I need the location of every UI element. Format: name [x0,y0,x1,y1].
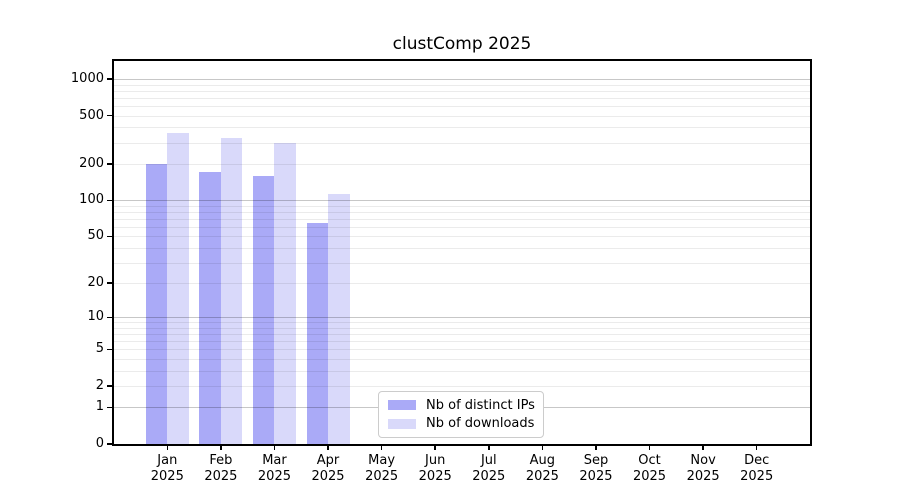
x-tick-label: Nov 2025 [686,453,720,484]
minor-gridline [114,97,810,99]
y-tick-mark [107,282,112,284]
y-tick-label: 50 [87,228,104,244]
minor-gridline [114,283,810,285]
minor-gridline [114,142,810,144]
y-tick-label: 1 [95,399,104,415]
y-tick-label: 200 [79,155,104,171]
x-tick-mark [434,446,436,450]
bar-distinct-ips [252,176,275,444]
x-tick-mark [702,446,704,450]
bars-layer [114,61,810,444]
bar-distinct-ips [306,222,329,444]
x-tick-label: Apr 2025 [311,453,345,484]
legend-label-distinct-ips: Nb of distinct IPs [426,397,535,413]
x-tick-mark [380,446,383,450]
x-tick-label: Mar 2025 [257,453,291,484]
x-tick-label: Oct 2025 [632,453,667,484]
minor-gridline [114,334,810,336]
major-gridline [114,200,810,202]
minor-gridline [114,106,810,108]
y-tick-label: 20 [87,275,104,291]
x-tick-mark [755,446,758,450]
y-tick-mark [107,163,112,165]
minor-gridline [114,341,810,343]
bar-downloads [274,142,296,444]
x-tick-mark [488,446,490,450]
minor-gridline [114,327,810,329]
x-tick-mark [648,446,651,450]
chart-title: clustComp 2025 [392,34,532,54]
x-tick-label: Jun 2025 [418,453,452,484]
y-tick-mark [107,443,112,445]
y-tick-mark [107,235,112,238]
grid-layer [114,61,810,444]
major-gridline [114,317,810,319]
x-tick-label: Feb 2025 [204,453,238,484]
x-tick-label: May 2025 [365,453,399,484]
x-tick-mark [220,446,222,450]
minor-gridline [114,359,810,360]
bar-downloads [328,193,350,444]
minor-gridline [114,322,810,324]
minor-gridline [114,84,810,86]
legend-swatch-distinct-ips-icon [388,400,416,411]
minor-gridline [114,370,810,372]
plot-area: Nb of distinct IPs Nb of downloads [112,59,812,446]
x-tick-mark [273,446,276,450]
minor-gridline [114,385,810,387]
minor-gridline [114,115,810,117]
x-tick-label: Aug 2025 [525,453,559,484]
minor-gridline [114,218,810,220]
x-tick-mark [541,446,544,450]
minor-gridline [114,211,810,213]
legend-swatch-downloads-icon [388,418,416,429]
minor-gridline [114,236,810,238]
x-tick-label: Jul 2025 [472,453,506,484]
y-tick-label: 2 [95,377,104,393]
y-tick-mark [107,114,112,117]
minor-gridline [114,205,810,207]
minor-gridline [114,226,810,228]
minor-gridline [114,127,810,129]
legend-label-downloads: Nb of downloads [426,416,535,432]
y-tick-mark [107,199,112,202]
minor-gridline [114,247,810,249]
minor-gridline [114,349,810,351]
minor-gridline [114,163,810,165]
legend-item-distinct-ips: Nb of distinct IPs [388,397,535,413]
x-tick-label: Sep 2025 [579,453,613,484]
x-tick-label: Dec 2025 [740,453,774,484]
minor-gridline [114,90,810,92]
x-tick-label: Jan 2025 [150,453,184,484]
y-tick-label: 1000 [70,71,104,87]
legend-item-downloads: Nb of downloads [388,416,534,431]
x-tick-mark [327,446,329,450]
y-tick-mark [107,406,112,409]
bar-downloads [220,137,243,444]
y-tick-mark [107,348,112,351]
y-tick-mark [107,78,112,80]
x-tick-mark [166,446,169,450]
bar-distinct-ips [199,172,221,444]
legend: Nb of distinct IPs Nb of downloads [378,391,544,438]
y-tick-label: 500 [79,107,104,123]
bar-distinct-ips [145,163,168,444]
y-tick-label: 100 [79,192,104,208]
y-tick-label: 5 [95,341,104,357]
y-tick-mark [107,385,112,387]
minor-gridline [114,262,810,264]
y-tick-label: 0 [95,436,104,451]
x-tick-mark [595,446,597,450]
major-gridline [114,79,810,81]
y-tick-mark [107,316,112,319]
bar-downloads [167,133,189,444]
y-tick-label: 10 [87,309,104,325]
